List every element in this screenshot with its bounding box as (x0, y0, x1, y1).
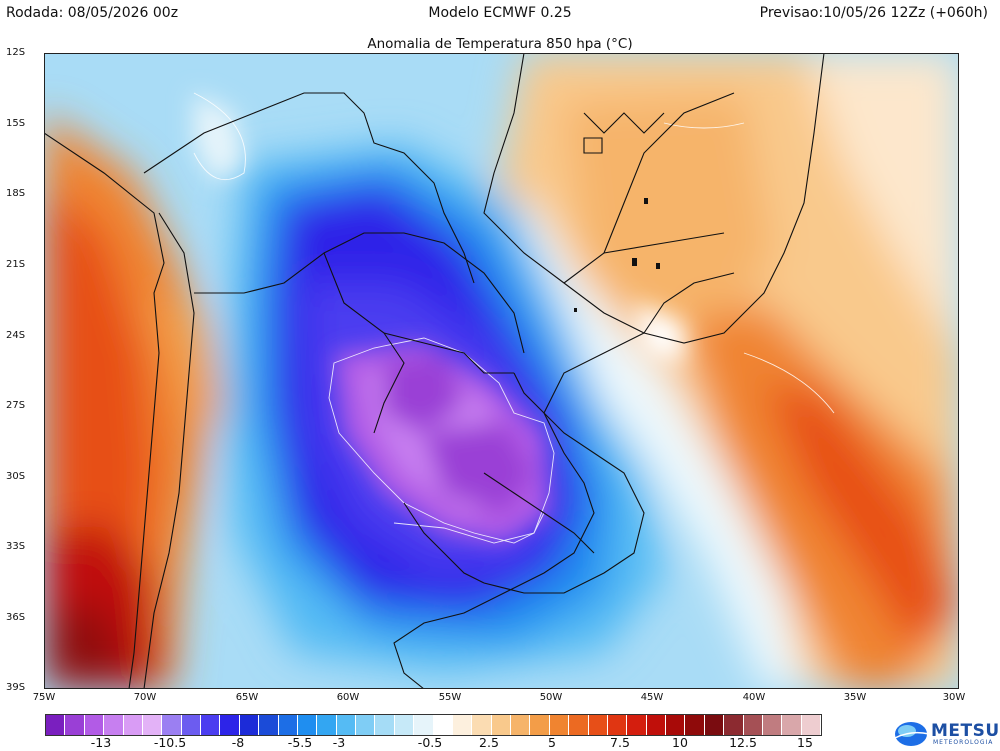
colorbar-cell (549, 715, 570, 735)
lon-label: 30W (942, 692, 966, 703)
lat-label: 36S (6, 612, 26, 623)
colorbar-cell (704, 715, 725, 735)
colorbar-cell (394, 715, 415, 735)
lon-label: 35W (843, 692, 867, 703)
colorbar-cell (491, 715, 511, 735)
colorbar-cell (336, 715, 356, 735)
colorbar-cell (646, 715, 666, 735)
lat-label: 15S (6, 118, 26, 129)
colorbar-cell (181, 715, 201, 735)
lon-label: 55W (438, 692, 462, 703)
lat-label: 12S (6, 47, 26, 58)
colorbar-cell (607, 715, 628, 735)
colorbar-cell (511, 715, 531, 735)
colorbar-cell (259, 715, 279, 735)
colorbar-label: 10 (672, 735, 688, 750)
colorbar-cell (162, 715, 182, 735)
lon-label: 50W (539, 692, 563, 703)
colorbar-cell (46, 715, 66, 735)
colorbar-label: -3 (332, 735, 346, 750)
colorbar-cell (142, 715, 163, 735)
anomaly-map (44, 53, 959, 689)
colorbar-cell (472, 715, 492, 735)
map-title: Anomalia de Temperatura 850 hpa (°C) (367, 36, 633, 52)
lat-label: 30S (6, 471, 26, 482)
colorbar-cell (65, 715, 85, 735)
colorbar-cell (627, 715, 647, 735)
colorbar-cell (801, 715, 821, 735)
colorbar-label: 7.5 (610, 735, 630, 750)
colorbar-cell (84, 715, 105, 735)
colorbar-cell (530, 715, 550, 735)
lat-label: 24S (6, 330, 26, 341)
colorbar-cell (685, 715, 705, 735)
colorbar-cell (239, 715, 260, 735)
lon-label: 45W (640, 692, 664, 703)
colorbar-cell (297, 715, 318, 735)
colorbar-label: 12.5 (729, 735, 757, 750)
colorbar-cell (317, 715, 337, 735)
lon-label: 60W (336, 692, 360, 703)
colorbar-cell (724, 715, 744, 735)
colorbar-label: -10.5 (153, 735, 187, 750)
logo-text: METSUL (931, 721, 1000, 741)
colorbar-label: 2.5 (479, 735, 499, 750)
colorbar-cell (452, 715, 473, 735)
lat-label: 39S (6, 682, 26, 693)
colorbar-cell (123, 715, 143, 735)
lon-label: 65W (235, 692, 259, 703)
lon-label: 40W (742, 692, 766, 703)
lon-label: 75W (32, 692, 56, 703)
colorbar-label: -0.5 (417, 735, 443, 750)
colorbar-label: -13 (90, 735, 112, 750)
lat-label: 33S (6, 541, 26, 552)
metsul-logo-icon (894, 722, 930, 746)
run-label: Rodada: 08/05/2026 00z (6, 5, 179, 21)
colorbar-cell (569, 715, 589, 735)
colorbar-label: 5 (548, 735, 556, 750)
logo-subtext: METEOROLOGIA (933, 739, 994, 746)
colorbar-label: -5.5 (287, 735, 313, 750)
colorbar-cell (278, 715, 298, 735)
colorbar-cell (220, 715, 240, 735)
colorbar-cell (762, 715, 783, 735)
colorbar-cell (201, 715, 221, 735)
colorbar-cell (375, 715, 395, 735)
colorbar-cell (743, 715, 763, 735)
lat-label: 18S (6, 188, 26, 199)
colorbar-cell (666, 715, 686, 735)
colorbar-cell (433, 715, 453, 735)
colorbar-cell (356, 715, 376, 735)
colorbar-label: -8 (231, 735, 245, 750)
forecast-label: Previsao:10/05/26 12Zz (+060h) (759, 5, 988, 21)
lat-label: 27S (6, 400, 26, 411)
lat-label: 21S (6, 259, 26, 270)
colorbar-cell (414, 715, 434, 735)
colorbar-cell (104, 715, 124, 735)
colorbar-label: 15 (797, 735, 813, 750)
lon-label: 70W (133, 692, 157, 703)
colorbar-cell (782, 715, 802, 735)
colorbar-cell (588, 715, 608, 735)
model-label: Modelo ECMWF 0.25 (428, 5, 572, 21)
colorbar (45, 714, 822, 736)
